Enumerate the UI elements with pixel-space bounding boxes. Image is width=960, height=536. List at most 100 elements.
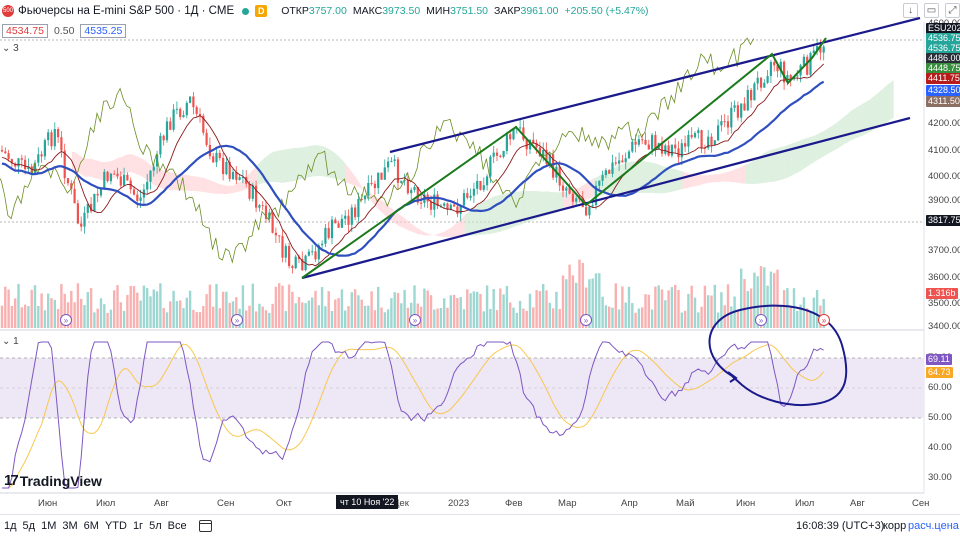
cloud-segment [890,80,894,120]
volume-bar [119,302,122,328]
time-tick-label: Апр [621,498,638,509]
channel-lower-line[interactable] [301,116,911,280]
candle-body [819,46,822,53]
zigzag-line[interactable] [301,37,827,279]
cloud-segment [656,163,660,194]
cloud-segment [134,155,138,175]
down-arrow-icon[interactable]: ↓ [903,3,918,18]
cloud-segment [435,233,439,237]
candle-body [624,158,627,163]
cloud-segment [517,191,521,226]
cloud-segment [98,160,102,181]
cloud-segment [296,147,300,181]
timeframe-button[interactable]: Все [167,519,187,532]
candle-body [231,172,235,179]
event-icon[interactable]: » [755,314,767,326]
cloud-segment [699,175,703,186]
candle-body [321,243,324,246]
candle-body [156,154,159,167]
time-tick-label: Окт [276,498,293,509]
candle-body [789,74,792,80]
cloud-segment [623,162,627,194]
event-icon[interactable]: » [409,314,421,326]
price-tick-label: 3400.00 [928,321,960,332]
event-icon[interactable]: » [231,314,243,326]
annotation-circle[interactable] [708,304,848,406]
calendar-icon[interactable] [198,519,212,532]
volume-bar [192,309,195,328]
channel-upper-line[interactable] [389,16,921,154]
candle-body [538,147,541,157]
candle-body [175,108,178,110]
volume-bar [789,305,792,328]
rsi-toggle[interactable]: ⌄ 1 [2,336,19,347]
cloud-segment [233,183,237,194]
cloud-segment [299,147,303,180]
candle-body [218,152,221,158]
candle-body [809,52,812,75]
event-icon[interactable]: » [60,314,72,326]
rsi-count: 1 [13,336,19,347]
volume-bar [83,305,86,328]
volume-bar [641,307,644,328]
volume-bar [802,297,806,328]
bid-button[interactable]: 4534.75 [2,24,48,38]
candle-body [730,107,733,128]
low-label: МИН [426,5,451,17]
candle-body [492,152,495,157]
rsi-tick-label: 50.00 [928,412,952,423]
volume-bar [509,302,512,328]
candle-body [63,150,66,179]
volume-bar [136,292,139,328]
candle-body [743,103,746,111]
cloud-segment [735,168,739,184]
volume-bar [126,294,129,328]
event-icon[interactable]: » [580,314,592,326]
cloud-segment [316,145,320,177]
timeframe-button[interactable]: 5л [149,519,162,532]
tradingview-logo[interactable]: 17 TradingView [4,472,102,489]
candle-body [565,187,568,191]
clock[interactable]: 16:08:39 (UTC+3) [796,519,885,532]
volume-bar [30,289,33,328]
cloud-segment [857,104,861,138]
timeframe-button[interactable]: 1г [132,519,144,532]
volume-bar [538,291,542,328]
timeframe-button[interactable]: YTD [104,519,127,532]
candle-body [185,102,188,116]
timeframe-button[interactable]: 6М [83,519,99,532]
data-badge[interactable]: D [255,5,268,17]
candle-body [410,190,413,194]
candle-body [591,205,594,207]
adjustment-toggle[interactable]: корр [883,519,907,532]
volume-bar [499,288,502,328]
volume-bar [555,291,558,328]
volume-bar [700,306,703,328]
candle-body [644,140,647,145]
volume-bar [271,303,274,328]
rsi-tick-label: 40.00 [928,442,952,453]
cloud-segment [322,146,327,177]
settlement-toggle[interactable]: расч.цена [908,519,959,532]
volume-bar [274,286,278,328]
candle-body [759,77,763,88]
volume-bar [142,285,146,328]
cloud-segment [527,190,531,223]
volume-bar [482,311,485,328]
timeframe-button[interactable]: 1д [4,519,17,532]
maximize-icon[interactable]: ▭ [924,3,939,18]
timeframe-button[interactable]: 3М [62,519,78,532]
timeframe-button[interactable]: 5д [22,519,36,532]
cloud-segment [864,101,868,135]
timeframe-button[interactable]: 1М [41,519,57,532]
cloud-segment [837,119,841,149]
candle-body [354,207,357,218]
symbol-title[interactable]: Фьючерсы на E-mini S&P 500 · 1Д · CME [18,5,235,17]
cloud-segment [256,162,261,186]
volume-bar [307,300,311,328]
cloud-segment [369,192,373,203]
ask-button[interactable]: 4535.25 [80,24,127,38]
event-icon[interactable]: » [818,314,830,326]
indicators-toggle[interactable]: ⌄ 3 [2,43,19,54]
